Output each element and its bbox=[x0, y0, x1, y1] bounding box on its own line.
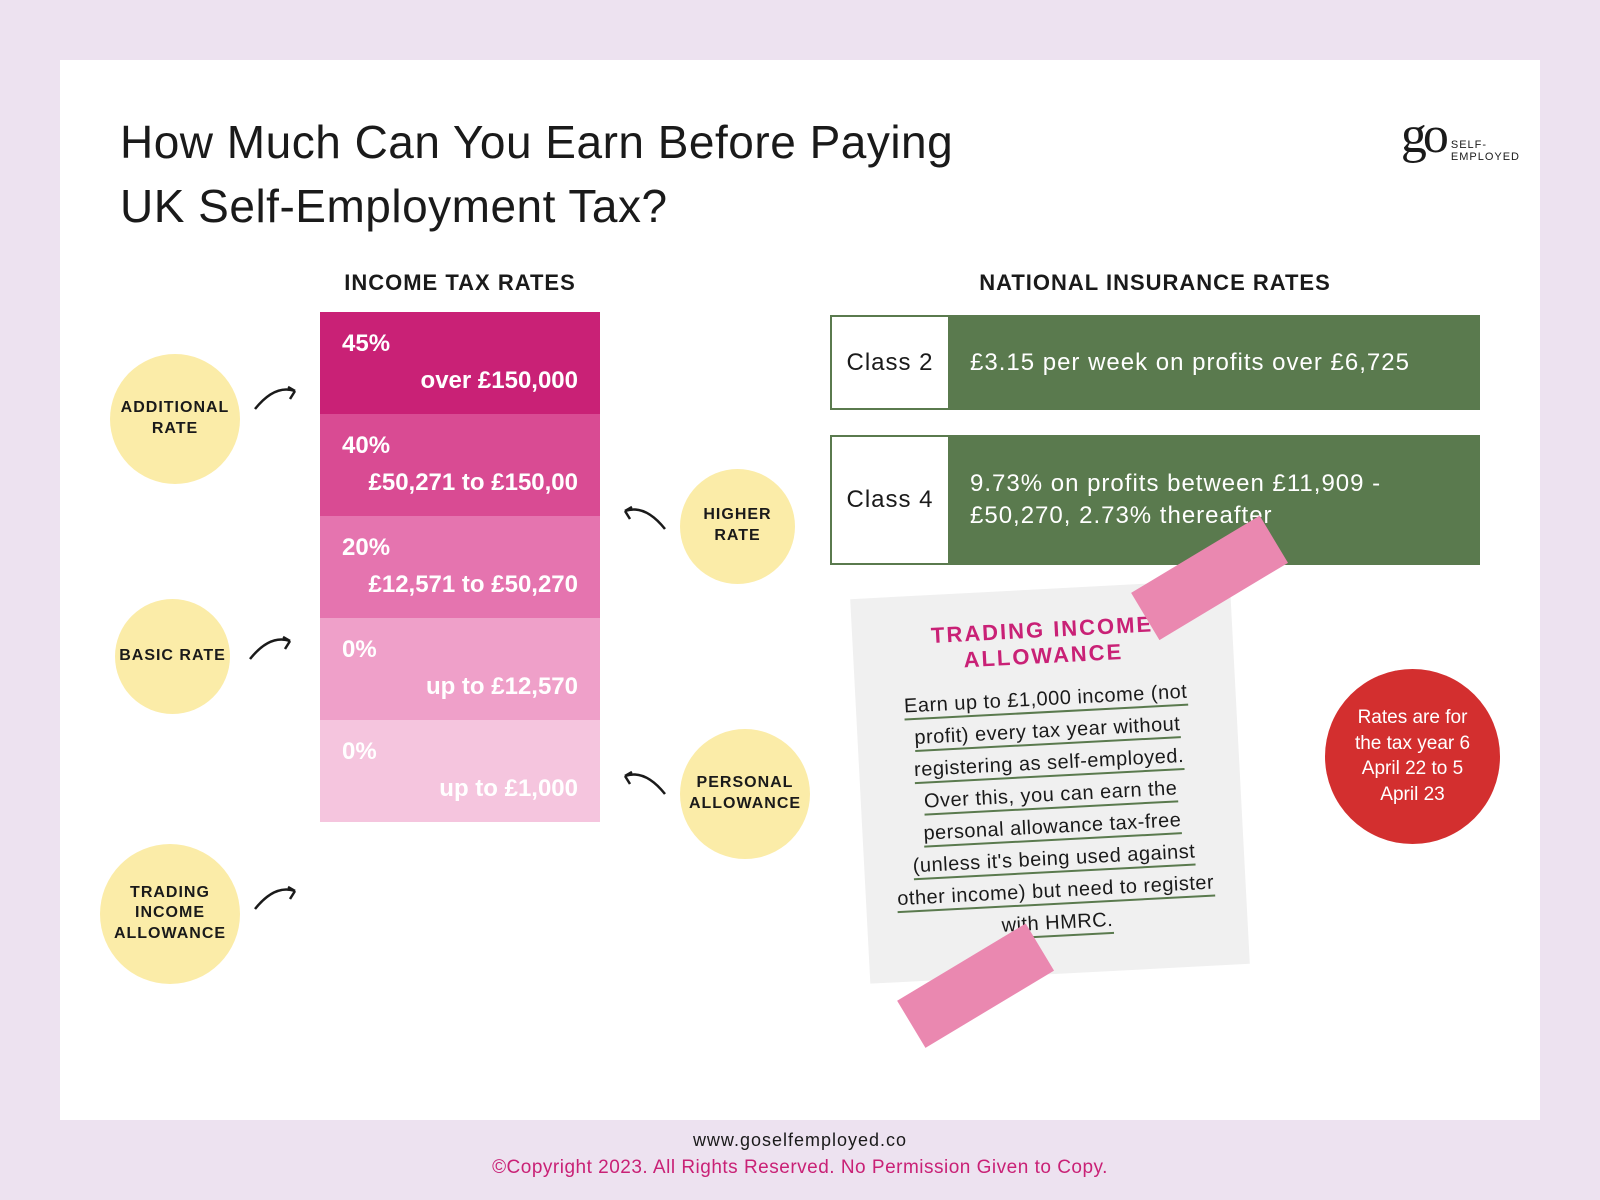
ni-class-desc: £3.15 per week on profits over £6,725 bbox=[950, 315, 1480, 410]
tax-year-badge: Rates are for the tax year 6 April 22 to… bbox=[1325, 669, 1500, 844]
arrow-icon bbox=[250, 879, 305, 919]
page-footer: www.goselfemployed.co ©Copyright 2023. A… bbox=[60, 1130, 1540, 1179]
tax-bar-higher: 40% £50,271 to £150,00 bbox=[320, 414, 600, 516]
ni-class-label: Class 2 bbox=[830, 315, 950, 410]
arrow-icon bbox=[615, 499, 670, 539]
income-tax-column: INCOME TAX RATES 45% over £150,000 40% £… bbox=[120, 269, 800, 823]
bar-range: up to £1,000 bbox=[342, 774, 578, 804]
tax-bars: 45% over £150,000 40% £50,271 to £150,00… bbox=[320, 312, 600, 822]
bar-rate: 45% bbox=[342, 330, 578, 358]
ni-column: NATIONAL INSURANCE RATES Class 2 £3.15 p… bbox=[830, 269, 1480, 823]
ni-row-class4: Class 4 9.73% on profits between £11,909… bbox=[830, 435, 1480, 565]
content-row: INCOME TAX RATES 45% over £150,000 40% £… bbox=[120, 269, 1480, 823]
bar-rate: 40% bbox=[342, 432, 578, 460]
footer-copyright: ©Copyright 2023. All Rights Reserved. No… bbox=[60, 1157, 1540, 1179]
ni-header: NATIONAL INSURANCE RATES bbox=[830, 269, 1480, 298]
bar-rate: 20% bbox=[342, 534, 578, 562]
bubble-trading-allowance: TRADING INCOME ALLOWANCE bbox=[100, 844, 240, 984]
brand-logo: go SELF- EMPLOYED bbox=[1401, 115, 1470, 181]
bar-range: up to £12,570 bbox=[342, 672, 578, 702]
ni-class-label: Class 4 bbox=[830, 435, 950, 565]
ni-row-class2: Class 2 £3.15 per week on profits over £… bbox=[830, 315, 1480, 410]
tax-bar-basic: 20% £12,571 to £50,270 bbox=[320, 516, 600, 618]
title-line-2: UK Self-Employment Tax? bbox=[120, 180, 668, 232]
bar-range: £12,571 to £50,270 bbox=[342, 570, 578, 600]
logo-subtext: SELF- EMPLOYED bbox=[1451, 139, 1520, 163]
trading-allowance-note: TRADING INCOME ALLOWANCE Earn up to £1,0… bbox=[850, 579, 1250, 983]
arrow-icon bbox=[250, 379, 305, 419]
bar-rate: 0% bbox=[342, 738, 578, 766]
bar-rate: 0% bbox=[342, 636, 578, 664]
bubble-additional-rate: ADDITIONAL RATE bbox=[110, 354, 240, 484]
bar-range: £50,271 to £150,00 bbox=[342, 468, 578, 498]
note-body: Earn up to £1,000 income (not profit) ev… bbox=[885, 675, 1218, 947]
bubble-personal-allowance: PERSONAL ALLOWANCE bbox=[680, 729, 810, 859]
footer-url: www.goselfemployed.co bbox=[60, 1130, 1540, 1151]
bubble-higher-rate: HIGHER RATE bbox=[680, 469, 795, 584]
infographic-card: How Much Can You Earn Before Paying UK S… bbox=[60, 60, 1540, 1120]
tax-bar-additional: 45% over £150,000 bbox=[320, 312, 600, 414]
title-line-1: How Much Can You Earn Before Paying bbox=[120, 116, 953, 168]
income-tax-header: INCOME TAX RATES bbox=[320, 269, 600, 298]
arrow-icon bbox=[615, 764, 670, 804]
page-title: How Much Can You Earn Before Paying UK S… bbox=[120, 110, 1020, 239]
bubble-basic-rate: BASIC RATE bbox=[115, 599, 230, 714]
arrow-icon bbox=[245, 629, 300, 669]
tax-bar-personal: 0% up to £12,570 bbox=[320, 618, 600, 720]
tax-bar-trading: 0% up to £1,000 bbox=[320, 720, 600, 822]
bar-range: over £150,000 bbox=[342, 366, 578, 396]
